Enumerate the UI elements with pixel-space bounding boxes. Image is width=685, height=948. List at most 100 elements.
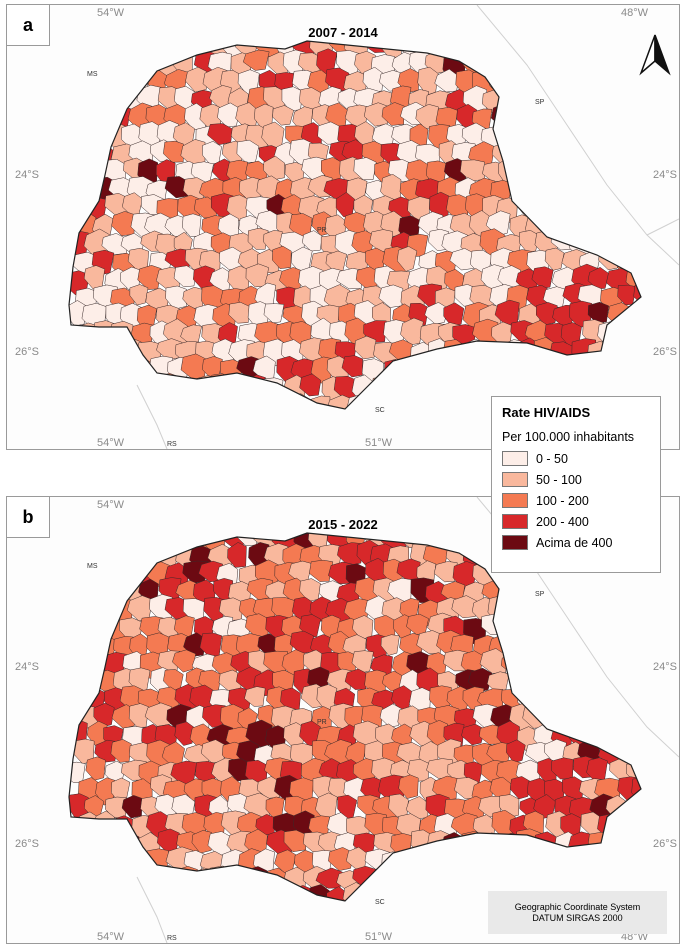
municipality-cell bbox=[99, 578, 124, 603]
municipality-cell bbox=[631, 813, 641, 841]
municipality-cell bbox=[328, 847, 354, 871]
municipality-cell bbox=[527, 598, 550, 625]
municipality-cell bbox=[633, 356, 641, 385]
municipality-cell bbox=[478, 865, 502, 891]
municipality-cell bbox=[78, 811, 99, 837]
municipality-cell bbox=[153, 865, 179, 893]
municipality-cell bbox=[202, 141, 222, 165]
municipality-cell bbox=[82, 375, 105, 398]
municipality-cell bbox=[614, 672, 640, 700]
municipality-cell bbox=[480, 341, 505, 369]
municipality-cell bbox=[633, 704, 641, 731]
municipality-cell bbox=[163, 140, 184, 163]
municipality-cell bbox=[75, 596, 98, 620]
municipality-cell bbox=[650, 672, 676, 696]
municipality-cell bbox=[85, 88, 109, 114]
municipality-cell bbox=[579, 214, 604, 243]
municipality-cell bbox=[579, 598, 606, 627]
municipality-cell bbox=[642, 301, 667, 324]
municipality-cell bbox=[137, 900, 162, 901]
municipality-cell bbox=[113, 357, 137, 386]
municipality-cell bbox=[510, 672, 531, 692]
crs-note: Geographic Coordinate System DATUM SIRGA… bbox=[488, 891, 667, 934]
municipality-cell bbox=[334, 906, 356, 930]
municipality-cell bbox=[586, 52, 608, 79]
municipality-cell bbox=[263, 155, 285, 181]
municipality-cell bbox=[515, 828, 541, 854]
municipality-cell bbox=[352, 410, 373, 434]
municipality-cell bbox=[144, 848, 169, 874]
municipality-cell bbox=[455, 888, 481, 901]
municipality-cell bbox=[526, 355, 548, 379]
municipality-cell bbox=[481, 50, 502, 78]
municipality-cell bbox=[524, 631, 552, 654]
municipality-cell bbox=[209, 865, 234, 893]
municipality-cell bbox=[479, 648, 507, 674]
lon-label: 54°W bbox=[97, 931, 125, 943]
municipality-cell bbox=[635, 742, 641, 771]
municipality-cell bbox=[534, 122, 557, 149]
municipality-cell bbox=[84, 577, 105, 605]
municipality-cell bbox=[326, 886, 349, 901]
municipality-cell bbox=[544, 247, 565, 271]
municipality-cell bbox=[351, 650, 374, 674]
municipality-cell bbox=[523, 139, 545, 162]
municipality-cell bbox=[509, 634, 533, 657]
municipality-cell bbox=[605, 611, 631, 640]
municipality-cell bbox=[66, 904, 90, 927]
municipality-cell bbox=[301, 905, 327, 928]
municipality-cell bbox=[569, 88, 589, 116]
municipality-cell bbox=[69, 651, 91, 677]
municipality-cell bbox=[380, 634, 400, 656]
municipality-cell bbox=[612, 355, 636, 379]
municipality-cell bbox=[464, 372, 488, 398]
municipality-cell bbox=[651, 778, 673, 801]
municipality-cell bbox=[589, 720, 612, 746]
municipality-cell bbox=[587, 831, 612, 853]
municipality-cell bbox=[567, 652, 590, 678]
municipality-cell bbox=[83, 901, 105, 926]
municipality-cell bbox=[653, 852, 675, 877]
municipality-cell bbox=[523, 672, 545, 695]
municipality-cell bbox=[504, 102, 528, 132]
municipality-cell bbox=[243, 374, 266, 399]
municipality-cell bbox=[384, 359, 405, 388]
municipality-cell bbox=[74, 390, 97, 409]
municipality-cell bbox=[613, 598, 638, 622]
municipality-cell bbox=[309, 559, 334, 582]
municipality-cell bbox=[165, 392, 186, 409]
municipality-cell bbox=[218, 394, 241, 409]
lat-label: 26°S bbox=[15, 838, 39, 850]
municipality-cell bbox=[554, 577, 575, 603]
municipality-cell bbox=[118, 377, 144, 400]
municipality-cell bbox=[424, 302, 449, 325]
municipality-cell bbox=[614, 849, 641, 874]
municipality-cell bbox=[144, 702, 172, 727]
municipality-cell bbox=[560, 595, 588, 619]
municipality-cell bbox=[399, 848, 420, 876]
municipality-cell bbox=[643, 86, 665, 111]
municipality-cell bbox=[568, 193, 590, 219]
municipality-cell bbox=[531, 266, 554, 289]
municipality-cell bbox=[302, 230, 323, 252]
municipality-cell bbox=[111, 211, 135, 236]
municipality-cell bbox=[450, 358, 473, 384]
municipality-cell bbox=[590, 867, 611, 891]
municipality-cell bbox=[506, 846, 530, 873]
municipality-cell bbox=[532, 197, 556, 223]
municipality-cell bbox=[639, 793, 641, 820]
municipality-cell bbox=[100, 906, 124, 930]
municipality-cell bbox=[543, 106, 569, 131]
municipality-cell bbox=[651, 250, 673, 272]
municipality-cell bbox=[272, 105, 294, 126]
municipality-cell bbox=[309, 395, 331, 409]
map-panel-a: a 2007 - 2014 54°W 48°W 24°S 24°S 26°S 2… bbox=[6, 4, 680, 450]
legend-item: 50 - 100 bbox=[502, 469, 650, 490]
municipality-cell bbox=[83, 867, 105, 890]
municipality-cell bbox=[462, 411, 485, 439]
municipality-cell bbox=[69, 87, 88, 112]
municipality-cell bbox=[562, 209, 587, 237]
municipality-cell bbox=[613, 811, 635, 833]
municipality-cell bbox=[615, 67, 639, 93]
legend: Rate HIV/AIDS Per 100.000 inhabitants 0 … bbox=[491, 396, 661, 573]
